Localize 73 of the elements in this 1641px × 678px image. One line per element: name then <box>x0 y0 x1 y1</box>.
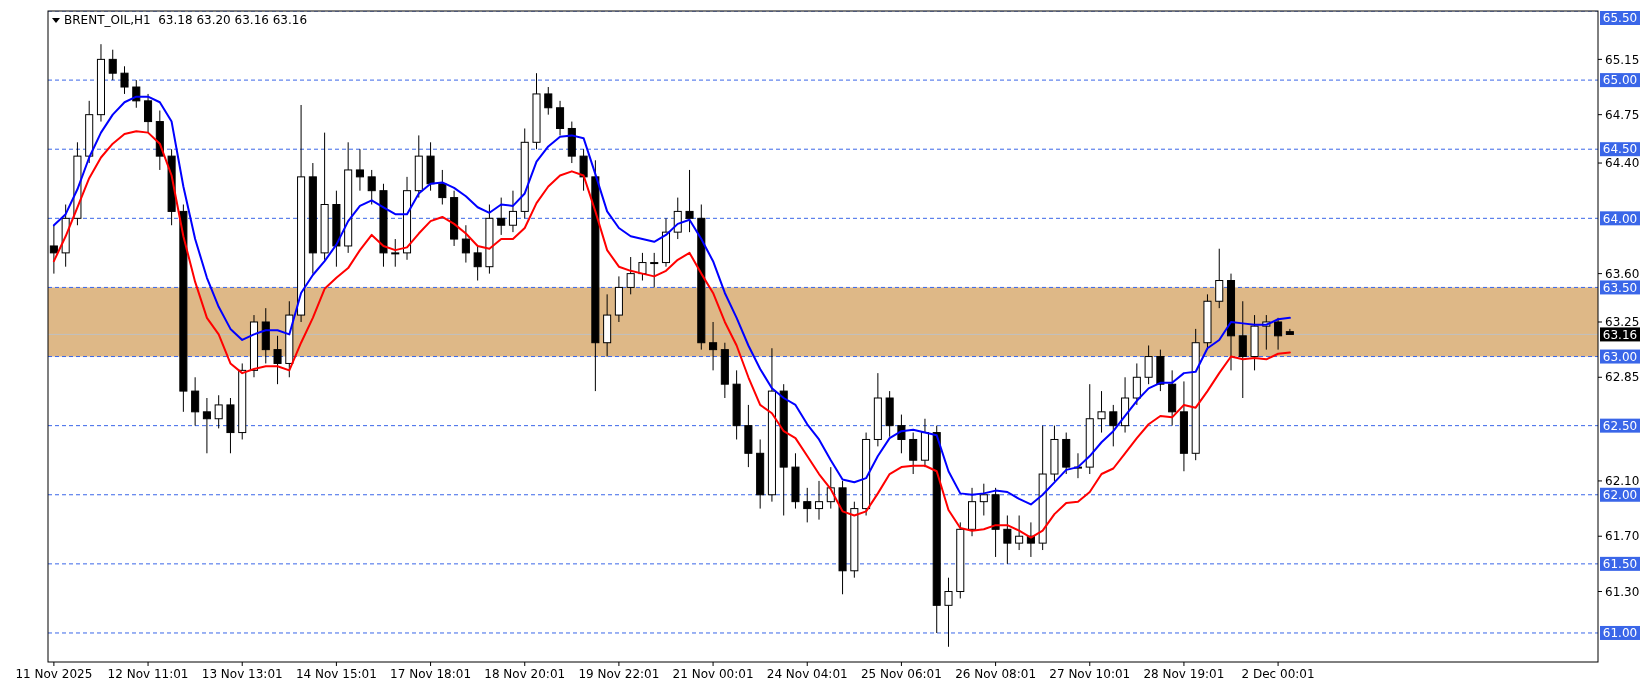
ref-line-label: 63.16 <box>1602 327 1638 342</box>
x-tick-label: 28 Nov 19:01 <box>1143 667 1225 678</box>
candlestick <box>944 577 953 648</box>
candlestick <box>367 169 376 205</box>
ref-line-label: 64.00 <box>1602 211 1638 226</box>
y-tick-label: 62.10 <box>1605 474 1640 489</box>
candlestick <box>638 252 647 282</box>
candlestick <box>685 169 694 233</box>
ref-line-label: 64.50 <box>1602 142 1638 157</box>
candlestick <box>1274 317 1283 351</box>
candlestick <box>202 397 211 454</box>
y-tick-label: 65.15 <box>1605 52 1640 67</box>
y-tick-label: 64.40 <box>1605 156 1640 171</box>
candlestick <box>579 148 588 192</box>
x-tick-label: 2 Dec 00:01 <box>1241 667 1315 678</box>
ref-line-label: 65.00 <box>1602 73 1638 88</box>
y-tick-label: 61.70 <box>1605 529 1640 544</box>
candlestick <box>461 224 470 264</box>
ref-line-label: 61.00 <box>1602 626 1638 641</box>
candlestick <box>191 376 200 427</box>
candlestick <box>214 394 223 429</box>
candlestick <box>497 197 506 236</box>
x-tick-label: 24 Nov 04:01 <box>766 667 848 678</box>
x-tick-label: 18 Nov 20:01 <box>484 667 566 678</box>
candlestick <box>355 148 364 192</box>
x-tick-label: 13 Nov 13:01 <box>201 667 283 678</box>
candlestick <box>1132 362 1141 406</box>
x-tick-label: 11 Nov 2025 <box>15 667 93 678</box>
candlestick <box>1015 514 1024 551</box>
y-tick-label: 61.30 <box>1605 584 1640 599</box>
y-tick-label: 64.75 <box>1605 107 1640 122</box>
x-tick-label: 26 Nov 08:01 <box>955 667 1037 678</box>
candlestick <box>273 335 282 385</box>
candlestick <box>108 49 117 81</box>
y-tick-label: 63.60 <box>1605 266 1640 281</box>
candlestick <box>1097 390 1106 434</box>
candlestick <box>473 245 482 282</box>
y-tick-label: 63.25 <box>1605 315 1640 330</box>
candlestick <box>144 93 153 134</box>
ref-line-label: 62.00 <box>1602 487 1638 502</box>
candlestick <box>438 169 447 205</box>
candlestick <box>1003 514 1012 565</box>
candlestick <box>120 65 129 95</box>
candlestick <box>1109 404 1118 447</box>
candlestick <box>650 252 659 288</box>
ref-line-label: 61.50 <box>1602 557 1638 572</box>
candlestick <box>1238 300 1247 399</box>
x-tick-label: 14 Nov 15:01 <box>295 667 377 678</box>
candlestick <box>803 487 812 523</box>
candlestick <box>544 86 553 116</box>
candlestick <box>508 190 517 233</box>
candlestick <box>626 256 635 295</box>
candlestick <box>673 197 682 240</box>
x-tick-label: 25 Nov 06:01 <box>860 667 942 678</box>
x-tick-label: 17 Nov 18:01 <box>390 667 472 678</box>
ref-line-label: 63.50 <box>1602 280 1638 295</box>
chart-title: BRENT_OIL,H1 63.18 63.20 63.16 63.16 <box>64 13 308 27</box>
candlestick <box>814 480 824 521</box>
x-tick-label: 21 Nov 00:01 <box>672 667 754 678</box>
y-tick-label: 62.85 <box>1605 370 1640 385</box>
candlestick <box>556 100 565 136</box>
candlestick <box>391 238 400 268</box>
ref-line-label: 63.00 <box>1602 349 1638 364</box>
candlestick <box>1215 248 1224 309</box>
candlestick <box>1144 344 1153 385</box>
candlestick <box>909 432 918 475</box>
candlestick <box>979 483 988 516</box>
x-tick-label: 19 Nov 22:01 <box>578 667 660 678</box>
candlestick <box>709 321 718 371</box>
x-tick-label: 27 Nov 10:01 <box>1049 667 1131 678</box>
ref-line-label: 62.50 <box>1602 418 1638 433</box>
ref-line-label: 65.50 <box>1602 11 1638 26</box>
x-tick-label: 12 Nov 11:01 <box>107 667 189 678</box>
